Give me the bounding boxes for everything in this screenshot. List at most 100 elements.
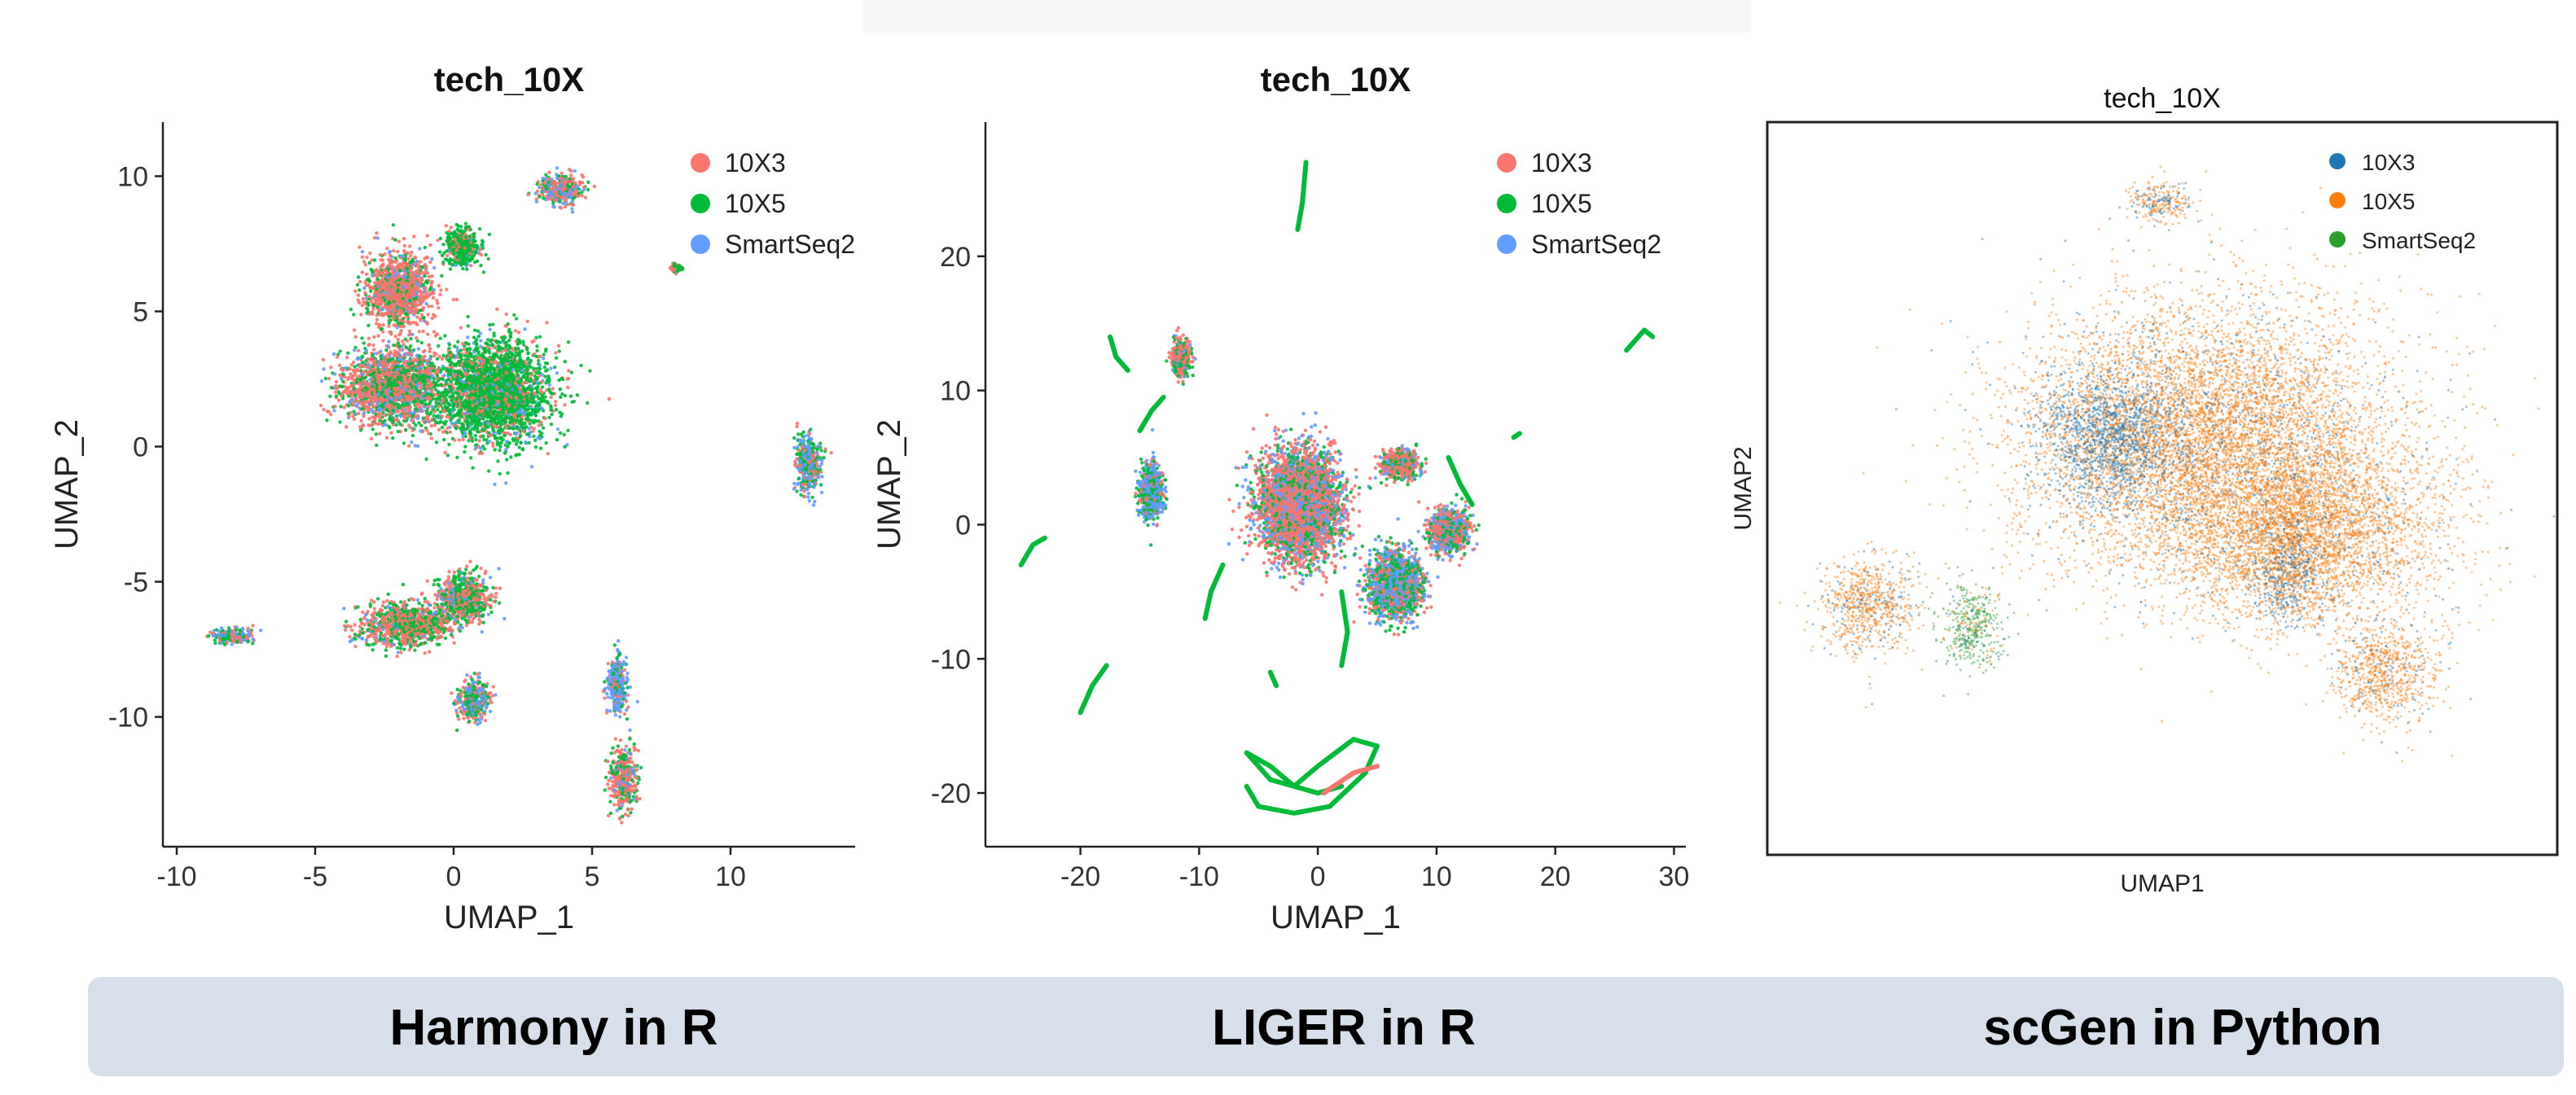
- scatter-point: [474, 437, 478, 442]
- scatter-point: [401, 339, 405, 344]
- scatter-point: [455, 455, 459, 460]
- scatter-point: [408, 383, 412, 387]
- scatter-point: [371, 370, 376, 374]
- scatter-point: [410, 366, 415, 370]
- scatter-point: [588, 369, 592, 373]
- scatter-point: [475, 342, 479, 346]
- scatter-point: [407, 423, 411, 427]
- scatter-point: [396, 370, 400, 375]
- scatter-point: [407, 444, 411, 448]
- scatter-point: [420, 358, 425, 362]
- scatter-point: [375, 443, 379, 448]
- scatter-point: [368, 402, 372, 406]
- scatter-point: [350, 397, 354, 402]
- scatter-point: [404, 345, 408, 349]
- scatter-point: [420, 396, 425, 400]
- scatter-point: [409, 411, 413, 415]
- scatter-point: [423, 366, 427, 370]
- scatter-point: [423, 274, 427, 278]
- scatter-point: [403, 312, 408, 316]
- scatter-point: [420, 265, 424, 269]
- scatter-point: [425, 384, 429, 388]
- scatter-point: [403, 258, 407, 262]
- scatter-point: [402, 352, 407, 356]
- scatter-point: [388, 352, 393, 356]
- scatter-point: [385, 392, 390, 396]
- scatter-point: [369, 370, 373, 374]
- scatter-point: [358, 279, 362, 284]
- scatter-point: [370, 388, 374, 392]
- scatter-point: [361, 379, 366, 383]
- scatter-point: [416, 271, 420, 275]
- scatter-point: [415, 315, 419, 319]
- scatter-point: [396, 387, 401, 391]
- scatter-point: [389, 400, 393, 405]
- scatter-point: [402, 384, 407, 388]
- scatter-point: [371, 365, 375, 369]
- scatter-point: [384, 370, 389, 374]
- scatter-point: [360, 407, 364, 411]
- scatter-point: [403, 283, 407, 287]
- scatter-point: [369, 436, 374, 440]
- scatter-point: [393, 367, 397, 371]
- scatter-point: [391, 277, 396, 281]
- scatter-point: [407, 351, 411, 355]
- scatter-point: [428, 291, 432, 296]
- scatter-point: [412, 234, 416, 239]
- scatter-point: [336, 353, 340, 357]
- scatter-point: [426, 332, 430, 336]
- scatter-point: [439, 383, 444, 388]
- scatter-point: [419, 308, 423, 313]
- scatter-point: [356, 293, 361, 297]
- scatter-point: [415, 416, 420, 421]
- scatter-point: [401, 358, 405, 362]
- scatter-point: [378, 431, 382, 436]
- scatter-point: [428, 392, 432, 397]
- scatter-point: [388, 370, 393, 374]
- scatter-point: [404, 369, 408, 373]
- scatter-point: [396, 283, 401, 287]
- scatter-point: [388, 358, 392, 362]
- scatter-point: [371, 343, 375, 347]
- scatter-point: [362, 260, 366, 264]
- scatter-point: [397, 321, 401, 326]
- scatter-point: [413, 283, 417, 288]
- scatter-point: [358, 357, 362, 361]
- scatter-point: [418, 391, 422, 395]
- scatter-point: [359, 313, 363, 317]
- scatter-point: [384, 281, 388, 286]
- scatter-point: [391, 436, 395, 440]
- scatter-point: [389, 431, 393, 435]
- scatter-point: [360, 396, 365, 400]
- scatter-point: [405, 293, 410, 298]
- scatter-point: [410, 361, 414, 366]
- scatter-point: [333, 405, 337, 409]
- scatter-point: [366, 295, 371, 299]
- scatter-point: [490, 322, 495, 326]
- scatter-point: [358, 288, 362, 292]
- scatter-point: [533, 414, 538, 418]
- scatter-point: [393, 349, 397, 353]
- scatter-point: [379, 354, 383, 358]
- scatter-point: [532, 434, 536, 439]
- scatter-point: [370, 258, 374, 262]
- scatter-point: [549, 395, 553, 400]
- scatter-point: [421, 299, 426, 303]
- scatter-point: [366, 366, 370, 370]
- scatter-point: [402, 236, 406, 241]
- scatter-point: [421, 416, 425, 420]
- scatter-point: [433, 388, 438, 392]
- scatter-point: [402, 243, 406, 247]
- scatter-point: [407, 329, 412, 333]
- scatter-point: [407, 321, 412, 325]
- scatter-point: [533, 445, 538, 449]
- scatter-point: [392, 289, 396, 294]
- scatter-point: [559, 414, 564, 418]
- scatter-point: [545, 361, 550, 366]
- scatter-point: [498, 471, 502, 476]
- scatter-point: [363, 365, 367, 369]
- scatter-point: [483, 349, 487, 353]
- scatter-point: [549, 366, 553, 370]
- scatter-point: [358, 374, 362, 378]
- scatter-point: [419, 409, 423, 413]
